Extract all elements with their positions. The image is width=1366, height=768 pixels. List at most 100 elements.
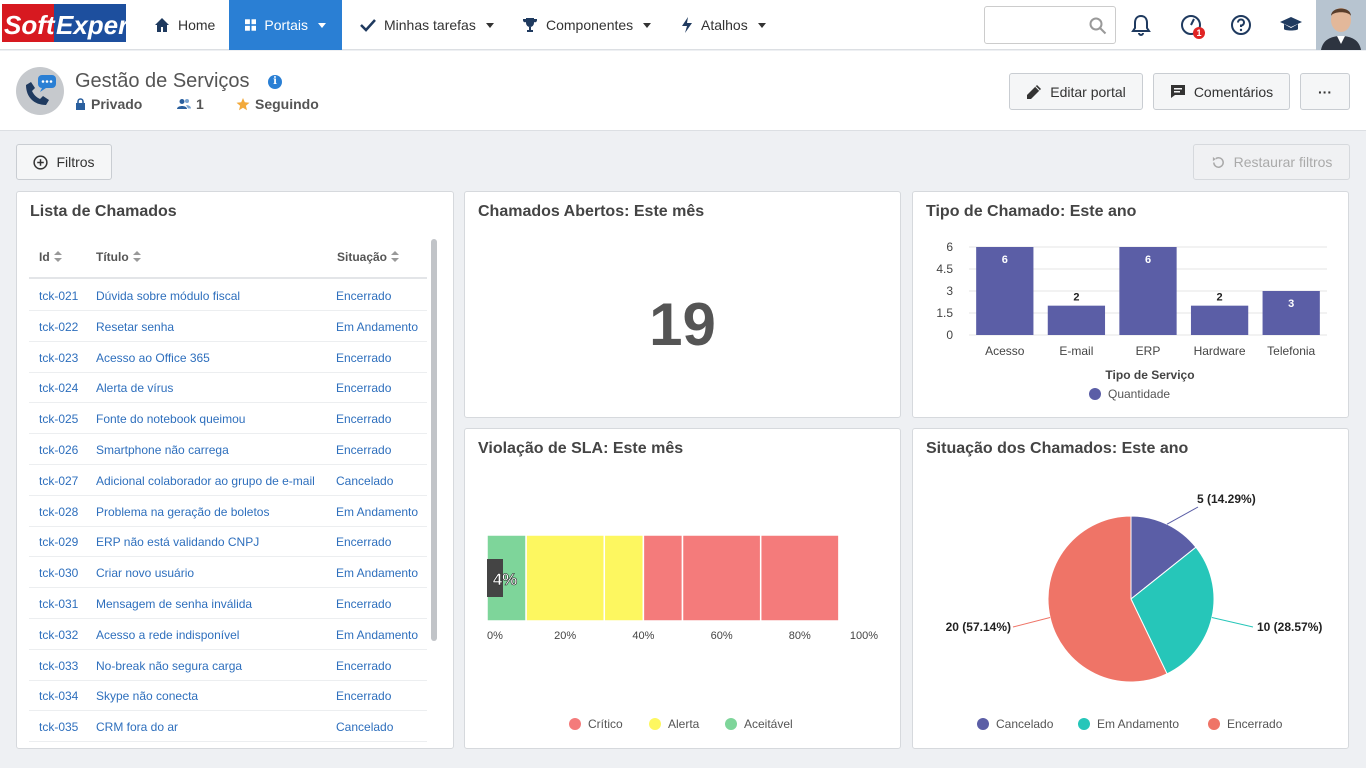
leader-line	[1012, 616, 1051, 628]
cell-title[interactable]: Adicional colaborador ao grupo de e-mail	[96, 473, 315, 488]
cell-title[interactable]: Fonte do notebook queimou	[96, 412, 246, 427]
table-row[interactable]: tck-034 Skype não conecta Encerrado	[29, 680, 427, 712]
help-icon[interactable]	[1229, 13, 1253, 37]
table-row[interactable]: tck-027 Adicional colaborador ao grupo de…	[29, 465, 427, 496]
table-row[interactable]: tck-031 Mensagem de senha inválida Encerra…	[29, 588, 427, 619]
cell-id[interactable]: tck-021	[39, 289, 79, 303]
cell-title[interactable]: Mensagem de senha inválida	[96, 597, 253, 611]
cell-title[interactable]: ERP não está validando CNPJ	[96, 535, 260, 550]
restore-filters-button[interactable]: Restaurar filtros	[1193, 144, 1350, 180]
cell-id[interactable]: tck-034	[39, 689, 79, 704]
following-status[interactable]: Seguindo	[236, 96, 319, 112]
nav-portais[interactable]: Portais	[229, 0, 342, 50]
cell-status[interactable]: Encerrado	[336, 535, 392, 550]
cell-id[interactable]: tck-035	[39, 720, 79, 735]
cell-id[interactable]: tck-029	[39, 535, 79, 550]
table-row[interactable]: tck-028 Problema na geração de boletos Em …	[29, 496, 427, 527]
cell-id[interactable]: tck-026	[39, 443, 79, 457]
bell-icon[interactable]	[1129, 13, 1153, 37]
legend-label: Crítico	[588, 717, 623, 731]
cell-status[interactable]: Encerrado	[336, 289, 392, 303]
table-row[interactable]: tck-023 Acesso ao Office 365 Encerrado	[29, 342, 427, 373]
table-header: Id Título Situação	[29, 238, 427, 279]
table-row[interactable]: tck-035 CRM fora do ar Cancelado	[29, 711, 427, 743]
sla-segment	[759, 534, 840, 622]
column-header-status[interactable]: Situação	[337, 250, 400, 264]
cell-status[interactable]: Encerrado	[336, 597, 392, 611]
cell-title[interactable]: Alerta de vírus	[96, 381, 174, 396]
cell-id[interactable]: tck-027	[39, 473, 79, 488]
table-row[interactable]: tck-021 Dúvida sobre módulo fiscal Encerra…	[29, 280, 427, 311]
cell-id[interactable]: tck-025	[39, 412, 79, 427]
column-header-title[interactable]: Título	[96, 250, 141, 264]
cell-status[interactable]: Cancelado	[336, 473, 394, 488]
search-icon[interactable]	[1089, 17, 1107, 35]
more-options-button[interactable]: ···	[1300, 73, 1350, 110]
table-row[interactable]: tck-033 No-break não segura carga Encerrad…	[29, 650, 427, 681]
cell-title[interactable]: Criar novo usuário	[96, 566, 195, 581]
cell-title[interactable]: No-break não segura carga	[96, 658, 243, 673]
cell-id[interactable]: tck-023	[39, 350, 79, 365]
filters-button[interactable]: Filtros	[16, 144, 112, 180]
undo-icon	[1212, 156, 1224, 168]
cell-status[interactable]: Encerrado	[336, 350, 392, 365]
cell-id[interactable]: tck-022	[39, 319, 79, 334]
cell-status[interactable]: Em Andamento	[336, 319, 419, 334]
cell-title[interactable]: Resetar senha	[96, 319, 175, 334]
softexpert-logo[interactable]: Soft Expert	[0, 2, 130, 44]
cell-title[interactable]: Smartphone não carrega	[96, 443, 229, 457]
cell-id[interactable]: tck-024	[39, 381, 79, 396]
bolt-icon	[682, 17, 692, 33]
table-row[interactable]: tck-024 Alerta de vírus Encerrado	[29, 372, 427, 404]
cell-id[interactable]: tck-032	[39, 627, 79, 642]
gauge-icon[interactable]	[1179, 13, 1203, 37]
info-icon[interactable]: i	[268, 75, 282, 89]
nav-home[interactable]: Home	[138, 0, 231, 50]
table-row[interactable]: tck-030 Criar novo usuário Em Andamento	[29, 557, 427, 589]
cell-id[interactable]: tck-030	[39, 566, 79, 581]
cell-title[interactable]: Dúvida sobre módulo fiscal	[96, 289, 241, 303]
table-row[interactable]: tck-026 Smartphone não carrega Encerrado	[29, 434, 427, 465]
cell-title[interactable]: Acesso ao Office 365	[96, 350, 210, 365]
table-row[interactable]: tck-025 Fonte do notebook queimou Encerrad…	[29, 403, 427, 435]
nav-atalhos[interactable]: Atalhos	[665, 0, 782, 50]
cell-title[interactable]: Acesso a rede indisponível	[96, 627, 240, 642]
members-count[interactable]: 1	[177, 96, 204, 112]
data-label: 3	[1288, 298, 1294, 310]
x-tick-label: 20%	[554, 630, 576, 642]
cell-status[interactable]: Encerrado	[336, 689, 392, 704]
nav-minhas-tarefas[interactable]: Minhas tarefas	[344, 0, 510, 50]
cell-status[interactable]: Encerrado	[336, 658, 392, 673]
bar	[976, 247, 1034, 335]
nav-componentes[interactable]: Componentes	[506, 0, 667, 50]
cell-status[interactable]: Encerrado	[336, 381, 392, 396]
sla-stacked-bar-chart: 4% 0% 20% 40% 60% 80% 100% Crítico Alerta Aceitáv…	[486, 534, 878, 731]
cell-status[interactable]: Encerrado	[336, 412, 392, 427]
scrollbar[interactable]	[431, 239, 437, 641]
edit-portal-button[interactable]: Editar portal	[1009, 73, 1143, 110]
comments-button[interactable]: Comentários	[1153, 73, 1290, 110]
cell-id[interactable]: tck-031	[39, 597, 79, 611]
table-row[interactable]: tck-029 ERP não está validando CNPJ Encerr…	[29, 526, 427, 558]
cell-status[interactable]: Em Andamento	[336, 627, 419, 642]
nav-minhas-tarefas-label: Minhas tarefas	[384, 17, 476, 33]
avatar[interactable]	[1316, 0, 1366, 50]
graduation-cap-icon[interactable]	[1279, 13, 1303, 37]
search-input[interactable]	[985, 7, 1085, 43]
cell-title[interactable]: Skype não conecta	[96, 689, 199, 704]
cell-id[interactable]: tck-033	[39, 658, 79, 673]
cell-title[interactable]: Problema na geração de boletos	[96, 504, 270, 519]
cell-status[interactable]: Em Andamento	[336, 504, 419, 519]
table-row[interactable]: tck-022 Resetar senha Em Andamento	[29, 311, 427, 342]
legend-label: Em Andamento	[1097, 717, 1179, 731]
y-tick-label: 1.5	[936, 306, 953, 320]
cell-id[interactable]: tck-028	[39, 504, 79, 519]
x-tick-label: 60%	[711, 630, 733, 642]
column-header-id[interactable]: Id	[39, 250, 62, 264]
cell-status[interactable]: Cancelado	[336, 720, 394, 735]
cell-status[interactable]: Encerrado	[336, 443, 392, 457]
panel-title: Violação de SLA: Este mês	[478, 440, 684, 457]
cell-title[interactable]: CRM fora do ar	[96, 720, 179, 735]
table-row[interactable]: tck-032 Acesso a rede indisponível Em Anda…	[29, 619, 427, 650]
cell-status[interactable]: Em Andamento	[336, 566, 419, 581]
